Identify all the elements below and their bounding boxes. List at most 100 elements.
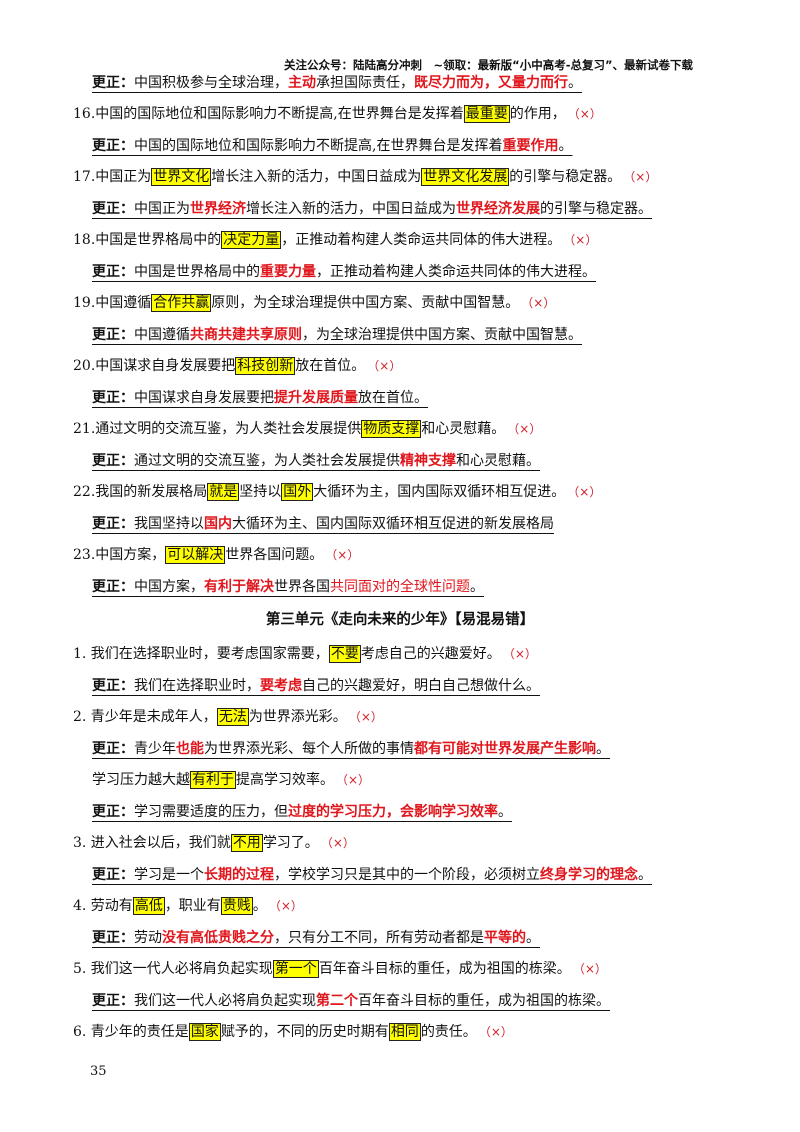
- highlighted-error: 决定力量: [221, 231, 282, 249]
- text-segment: 增长注入新的活力，中国日益成为: [246, 201, 456, 217]
- question-item: 20.中国谋求自身发展要把 科技创新 放在首位。 （×）: [0, 350, 800, 383]
- text-segment: 23.中国方案，: [73, 547, 166, 563]
- question-item: 22.我国的新发展格局 就是 坚持以 国外 大循环为主，国内国际双循环相互促进。 （×）: [0, 476, 800, 509]
- correction-line: 更正：中国遵循共商共建共享原则，为全球治理提供中国方案、贡献中国智慧。: [0, 320, 800, 350]
- question-item: 3. 进入社会以后，我们就 不用 学习了。 （×）: [0, 827, 800, 860]
- text-segment: 学习需要适度的压力，但: [134, 804, 288, 820]
- text-segment: 。: [470, 579, 484, 595]
- text-segment: 20.中国谋求自身发展要把: [73, 358, 236, 374]
- correction-line: 更正：中国积极参与全球治理，主动承担国际责任，既尽力而为，又量力而行。: [0, 68, 800, 98]
- wrong-mark: （×）: [326, 836, 355, 850]
- fix-label: 更正：: [92, 993, 134, 1009]
- text-segment: 的责任。: [420, 1024, 477, 1040]
- text-segment: 中国遵循: [134, 327, 190, 343]
- correction-line: 更正：中国方案，有利于解决世界各国共同面对的全球性问题。: [0, 572, 800, 602]
- text-segment: ，正推动着构建人类命运共同体的伟大进程。: [316, 264, 596, 280]
- correct-term: 要考虑: [260, 678, 302, 694]
- correction-line: 更正：学习是一个长期的过程，学校学习只是其中的一个阶段，必须树立终身学习的理念。: [0, 860, 800, 890]
- question-item: 19.中国遵循 合作共赢 原则，为全球治理提供中国方案、贡献中国智慧。 （×）: [0, 287, 800, 320]
- text-segment: 1. 我们在选择职业时，要考虑国家需要，: [73, 646, 329, 662]
- wrong-mark: （×）: [513, 422, 542, 436]
- text-segment: 百年奋斗目标的重任，成为祖国的栋梁。: [358, 993, 610, 1009]
- text-segment: 。: [596, 741, 610, 757]
- text-segment: 中国谋求自身发展要把: [134, 390, 274, 406]
- text-segment: 18.中国是世界格局中的: [73, 232, 222, 248]
- text-segment: 增长注入新的活力，中国日益成为: [211, 169, 422, 185]
- text-segment: 4. 劳动有: [73, 898, 133, 914]
- highlighted-error: 国外: [281, 483, 314, 501]
- text-segment: ，只有分工不同，所有劳动者都是: [274, 930, 484, 946]
- highlighted-error: 不用: [230, 834, 263, 852]
- question-item: 18.中国是世界格局中的 决定力量 ，正推动着构建人类命运共同体的伟大进程。 （×）: [0, 224, 800, 257]
- question-item: 17.中国正为 世界文化 增长注入新的活力，中国日益成为 世界文化发展 的引擎与稳定器。…: [0, 161, 800, 194]
- text-segment: 21.通过文明的交流互鉴，为人类社会发展提供: [73, 421, 362, 437]
- text-segment: 提高学习效率。: [236, 772, 334, 788]
- text-segment: 我们在选择职业时，: [134, 678, 260, 694]
- correction-line: 更正：学习需要适度的压力，但过度的学习压力，会影响学习效率。: [0, 797, 800, 827]
- text-segment: 中国方案，: [134, 579, 204, 595]
- correction-line: 更正：通过文明的交流互鉴，为人类社会发展提供精神支撑和心灵慰藉。: [0, 446, 800, 476]
- correction-line: 更正：中国的国际地位和国际影响力不断提高,在世界舞台是发挥着重要作用。: [0, 131, 800, 161]
- correction-line: 更正：我们这一代人必将肩负起实现第二个百年奋斗目标的重任，成为祖国的栋梁。: [0, 986, 800, 1016]
- text-segment: 的作用，: [509, 106, 566, 122]
- text-segment: 和心灵慰藉。: [421, 421, 506, 437]
- text-segment: 学习是一个: [134, 867, 204, 883]
- text-segment: 3. 进入社会以后，我们就: [73, 835, 231, 851]
- question-item: 16.中国的国际地位和国际影响力不断提高,在世界舞台是发挥着 最重要 的作用， （×）: [0, 98, 800, 131]
- correction-line: 更正：劳动没有高低贵贱之分，只有分工不同，所有劳动者都是平等的。: [0, 923, 800, 953]
- text-segment: 中国积极参与全球治理，: [134, 75, 288, 91]
- fix-label: 更正：: [92, 741, 134, 757]
- wrong-mark: （×）: [569, 233, 598, 247]
- text-segment: 6. 青少年的责任是: [73, 1024, 189, 1040]
- highlighted-error: 物质支撑: [361, 420, 422, 438]
- wrong-mark: （×）: [578, 962, 607, 976]
- text-segment: ，职业有: [164, 898, 221, 914]
- page-header: 关注公众号：陆陆高分冲刺 ~领取：最新版“小中高考-总复习”、最新试卷下载: [284, 58, 694, 72]
- correct-term: 重要作用: [502, 138, 559, 154]
- correct-term: 主动: [288, 75, 316, 91]
- wrong-mark: （×）: [342, 773, 371, 787]
- correct-term: 共商共建共享原则: [190, 327, 302, 343]
- correct-term: 国内: [204, 516, 232, 532]
- fix-label: 更正：: [92, 930, 134, 946]
- correct-phrase: 共同面对的全球性问题: [330, 579, 470, 595]
- highlighted-error: 可以解决: [165, 546, 226, 564]
- correct-term: 也能: [176, 741, 204, 757]
- wrong-mark: （×）: [508, 647, 537, 661]
- question-item: 4. 劳动有 高低 ，职业有 贵贱。 （×）: [0, 890, 800, 923]
- text-segment: 17.中国正为: [73, 169, 152, 185]
- fix-label: 更正：: [92, 201, 134, 217]
- fix-label: 更正：: [92, 678, 134, 694]
- page-number: 35: [90, 1064, 107, 1079]
- wrong-mark: （×）: [629, 170, 658, 184]
- correct-term: 既尽力而为，又量力而行: [414, 75, 568, 91]
- text-segment: 和心灵慰藉。: [456, 453, 540, 469]
- wrong-mark: （×）: [373, 359, 402, 373]
- correction-line: 更正：我们在选择职业时，要考虑自己的兴趣爱好，明白自己想做什么。: [0, 671, 800, 701]
- correct-term: 平等的: [484, 930, 526, 946]
- text-segment: 我们这一代人必将肩负起实现: [134, 993, 316, 1009]
- wrong-mark: （×）: [527, 296, 556, 310]
- text-segment: 坚持以: [239, 484, 282, 500]
- correction-line: 更正：中国谋求自身发展要把提升发展质量放在首位。: [0, 383, 800, 413]
- wrong-mark: （×）: [573, 485, 602, 499]
- highlighted-error: 第一个: [272, 960, 319, 978]
- text-segment: 劳动: [134, 930, 162, 946]
- fix-label: 更正：: [92, 579, 134, 595]
- text-segment: 学习压力越大越: [92, 772, 190, 788]
- fix-label: 更正：: [92, 804, 134, 820]
- text-segment: 世界各国问题。: [225, 547, 324, 563]
- text-segment: 放在首位。: [295, 358, 366, 374]
- section-title: 第三单元《走向未来的少年》【易混易错】: [265, 612, 535, 628]
- correct-term: 提升发展质量: [274, 390, 358, 406]
- text-segment: 承担国际责任，: [316, 75, 414, 91]
- document-body: 更正：中国积极参与全球治理，主动承担国际责任，既尽力而为，又量力而行。 16.中…: [0, 68, 800, 1049]
- highlighted-error: 高低: [132, 897, 165, 915]
- highlighted-error: 最重要: [463, 105, 510, 123]
- text-segment: 2. 青少年是未成年人，: [73, 709, 217, 725]
- text-segment: 。: [498, 804, 512, 820]
- correct-term: 长期的过程: [204, 867, 274, 883]
- question-item: 6. 青少年的责任是 国家 赋予的，不同的历史时期有 相同 的责任。 （×）: [0, 1016, 800, 1049]
- highlighted-error: 不要: [328, 645, 361, 663]
- text-segment: 。: [252, 898, 267, 914]
